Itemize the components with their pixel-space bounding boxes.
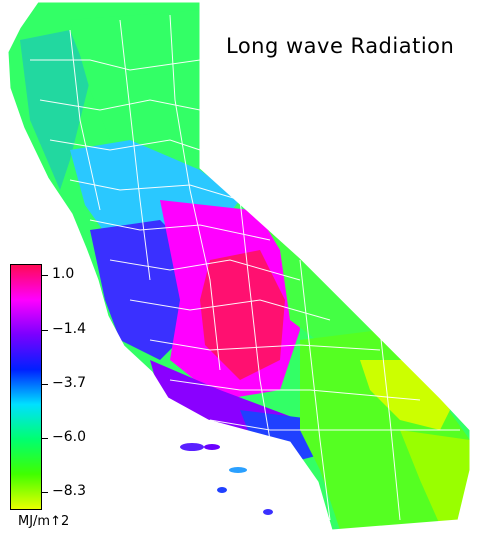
color-legend: 1.0 −1.4 −3.7 −6.0 −8.3 MJ/m↑2 bbox=[8, 262, 128, 552]
zone-desert-fringe bbox=[400, 430, 470, 525]
island-santa-rosa bbox=[204, 444, 220, 450]
legend-unit-label: MJ/m↑2 bbox=[18, 514, 70, 529]
zone-northern-mountains bbox=[70, 10, 200, 160]
legend-tick-mark bbox=[42, 384, 48, 385]
legend-tick-label: 1.0 bbox=[52, 266, 75, 282]
legend-tick-mark bbox=[42, 492, 48, 493]
island-san-clemente bbox=[263, 509, 273, 515]
legend-tick-mark bbox=[42, 330, 48, 331]
island-santa-catalina bbox=[229, 467, 247, 473]
state-outline bbox=[7, 1, 471, 531]
legend-tick-label: −6.0 bbox=[52, 429, 86, 445]
legend-tick-label: −3.7 bbox=[52, 375, 86, 391]
channel-islands bbox=[180, 443, 273, 515]
island-san-nicolas bbox=[217, 487, 227, 493]
legend-tick-label: −1.4 bbox=[52, 321, 86, 337]
legend-tick-mark bbox=[42, 438, 48, 439]
legend-color-bar bbox=[10, 264, 42, 510]
county-lines bbox=[30, 14, 460, 521]
map-title: Long wave Radiation bbox=[226, 34, 455, 58]
legend-tick-label: −8.3 bbox=[52, 483, 86, 499]
legend-tick-mark bbox=[42, 275, 48, 276]
island-santa-cruz bbox=[180, 443, 204, 451]
